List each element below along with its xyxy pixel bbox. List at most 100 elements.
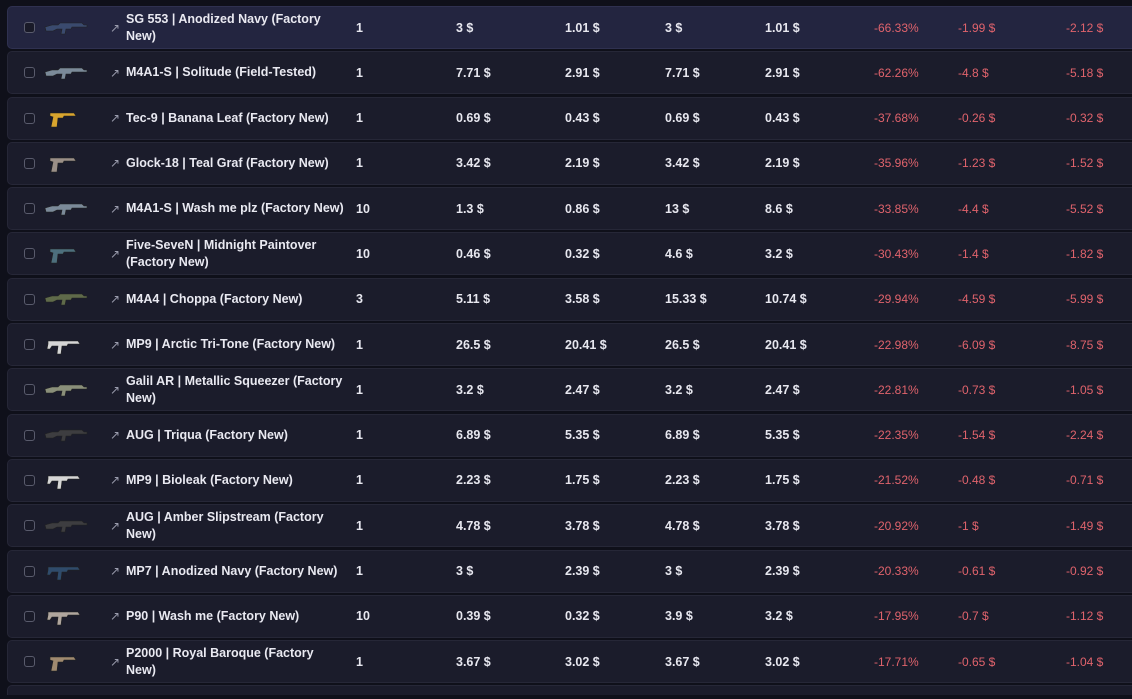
row-checkbox[interactable] xyxy=(24,157,35,169)
row-checkbox[interactable] xyxy=(24,293,35,305)
total-difference: -1.82 $ xyxy=(1066,246,1104,261)
row-checkbox[interactable] xyxy=(24,67,35,79)
sale-price: 5.35 $ xyxy=(565,428,600,443)
sale-total: 3.78 $ xyxy=(765,518,800,533)
table-row[interactable]: ↗ Tec-9 | Banana Leaf (Factory New) 1 0.69 … xyxy=(7,96,1132,140)
external-link-icon[interactable]: ↗ xyxy=(109,111,121,126)
total-price: 15.33 $ xyxy=(665,292,707,307)
table-row[interactable]: ↗ AUG | Triqua (Factory New) 1 6.89 $ 5.35 $… xyxy=(7,413,1132,457)
row-checkbox[interactable] xyxy=(24,203,35,215)
table-row[interactable]: ↗ AUG | Amber Slipstream (Factory New) 1 4.… xyxy=(7,504,1132,548)
external-link-icon[interactable]: ↗ xyxy=(109,201,121,216)
table-row[interactable]: ↗ Five-SeveN | Midnight Paintover (Factor… xyxy=(7,232,1132,276)
galil-rifle-icon xyxy=(44,369,88,410)
price-difference: -0.26 $ xyxy=(958,111,996,126)
external-link-icon[interactable]: ↗ xyxy=(109,156,121,171)
price-difference: -4.59 $ xyxy=(958,292,996,307)
table-row[interactable]: ↗ M4A1-S | Wash me plz (Factory New) 10 1.3… xyxy=(7,187,1132,231)
sale-price: 20.41 $ xyxy=(565,337,607,352)
sale-total: 3.02 $ xyxy=(765,654,800,669)
price-difference: -4.8 $ xyxy=(958,65,989,80)
change-percent: -29.94% xyxy=(874,292,919,307)
sale-total: 3.2 $ xyxy=(765,246,793,261)
change-percent: -62.26% xyxy=(874,65,919,80)
table-row[interactable]: ↗ Glock-18 | Teal Graf (Factory New) 1 3.42… xyxy=(7,141,1132,185)
table-row[interactable]: ↗ MP9 | Bioleak (Factory New) 1 2.23 $ 1.75 … xyxy=(7,458,1132,502)
item-name: M4A1-S | Solitude (Field-Tested) xyxy=(126,65,317,80)
quantity: 10 xyxy=(356,609,370,624)
external-link-icon[interactable]: ↗ xyxy=(109,473,121,488)
external-link-icon[interactable]: ↗ xyxy=(109,609,121,624)
row-checkbox[interactable] xyxy=(24,429,35,441)
price-difference: -6.09 $ xyxy=(958,337,996,352)
quantity: 1 xyxy=(356,111,363,126)
quantity: 10 xyxy=(356,201,370,216)
table-row[interactable] xyxy=(7,685,1132,696)
row-checkbox[interactable] xyxy=(24,112,35,124)
total-difference: -1.04 $ xyxy=(1066,654,1104,669)
change-percent: -66.33% xyxy=(874,20,919,35)
change-percent: -35.96% xyxy=(874,156,919,171)
table-row[interactable]: ↗ SG 553 | Anodized Navy (Factory New) 1 3 … xyxy=(7,6,1132,49)
price: 1.3 $ xyxy=(456,201,484,216)
sale-total: 10.74 $ xyxy=(765,292,807,307)
sale-total: 8.6 $ xyxy=(765,201,793,216)
sale-total: 1.01 $ xyxy=(765,20,800,35)
table-row[interactable]: ↗ Galil AR | Metallic Squeezer (Factory N… xyxy=(7,368,1132,412)
item-name: P2000 | Royal Baroque (Factory New) xyxy=(126,645,314,677)
sale-price: 2.91 $ xyxy=(565,65,600,80)
p90-smg-icon xyxy=(44,596,88,637)
price-difference: -1.54 $ xyxy=(958,428,996,443)
row-checkbox[interactable] xyxy=(24,248,35,260)
total-price: 7.71 $ xyxy=(665,65,700,80)
external-link-icon[interactable]: ↗ xyxy=(109,518,121,533)
table-row[interactable]: ↗ P2000 | Royal Baroque (Factory New) 1 3.6… xyxy=(7,640,1132,684)
external-link-icon[interactable]: ↗ xyxy=(109,292,121,307)
price: 7.71 $ xyxy=(456,65,491,80)
row-checkbox[interactable] xyxy=(24,610,35,622)
row-checkbox[interactable] xyxy=(24,656,35,668)
table-row[interactable]: ↗ MP7 | Anodized Navy (Factory New) 1 3 $ 2.… xyxy=(7,549,1132,593)
m4a1s-rifle-icon xyxy=(44,52,88,93)
row-checkbox[interactable] xyxy=(24,565,35,577)
total-difference: -0.32 $ xyxy=(1066,111,1104,126)
external-link-icon[interactable]: ↗ xyxy=(109,428,121,443)
external-link-icon[interactable]: ↗ xyxy=(109,246,121,261)
change-percent: -30.43% xyxy=(874,246,919,261)
sale-price: 0.32 $ xyxy=(565,246,600,261)
sale-price: 2.47 $ xyxy=(565,382,600,397)
row-checkbox[interactable] xyxy=(24,384,35,396)
change-percent: -22.98% xyxy=(874,337,919,352)
row-checkbox[interactable] xyxy=(24,474,35,486)
external-link-icon[interactable]: ↗ xyxy=(109,65,121,80)
table-row[interactable]: ↗ M4A1-S | Solitude (Field-Tested) 1 7.71 $… xyxy=(7,51,1132,95)
price: 3.2 $ xyxy=(456,382,484,397)
price: 26.5 $ xyxy=(456,337,491,352)
row-checkbox[interactable] xyxy=(24,339,35,351)
quantity: 1 xyxy=(356,156,363,171)
external-link-icon[interactable]: ↗ xyxy=(109,20,121,35)
external-link-icon[interactable]: ↗ xyxy=(109,564,121,579)
table-row[interactable]: ↗ MP9 | Arctic Tri-Tone (Factory New) 1 26.… xyxy=(7,323,1132,367)
external-link-icon[interactable]: ↗ xyxy=(109,337,121,352)
change-percent: -37.68% xyxy=(874,111,919,126)
mp9-smg-icon xyxy=(44,324,88,365)
table-row[interactable]: ↗ M4A4 | Choppa (Factory New) 3 5.11 $ 3.58 … xyxy=(7,277,1132,321)
row-checkbox[interactable] xyxy=(24,520,35,532)
item-name: M4A4 | Choppa (Factory New) xyxy=(126,291,303,306)
total-difference: -1.52 $ xyxy=(1066,156,1104,171)
total-price: 0.69 $ xyxy=(665,111,700,126)
p2000-pistol-icon xyxy=(44,641,88,682)
external-link-icon[interactable]: ↗ xyxy=(109,382,121,397)
quantity: 1 xyxy=(356,337,363,352)
item-name: AUG | Triqua (Factory New) xyxy=(126,427,288,442)
quantity: 1 xyxy=(356,428,363,443)
row-checkbox[interactable] xyxy=(24,22,35,33)
item-name: P90 | Wash me (Factory New) xyxy=(126,608,300,623)
change-percent: -22.35% xyxy=(874,428,919,443)
quantity: 1 xyxy=(356,382,363,397)
external-link-icon[interactable]: ↗ xyxy=(109,654,121,669)
sale-price: 3.58 $ xyxy=(565,292,600,307)
table-row[interactable]: ↗ P90 | Wash me (Factory New) 10 0.39 $ 0.32… xyxy=(7,594,1132,638)
